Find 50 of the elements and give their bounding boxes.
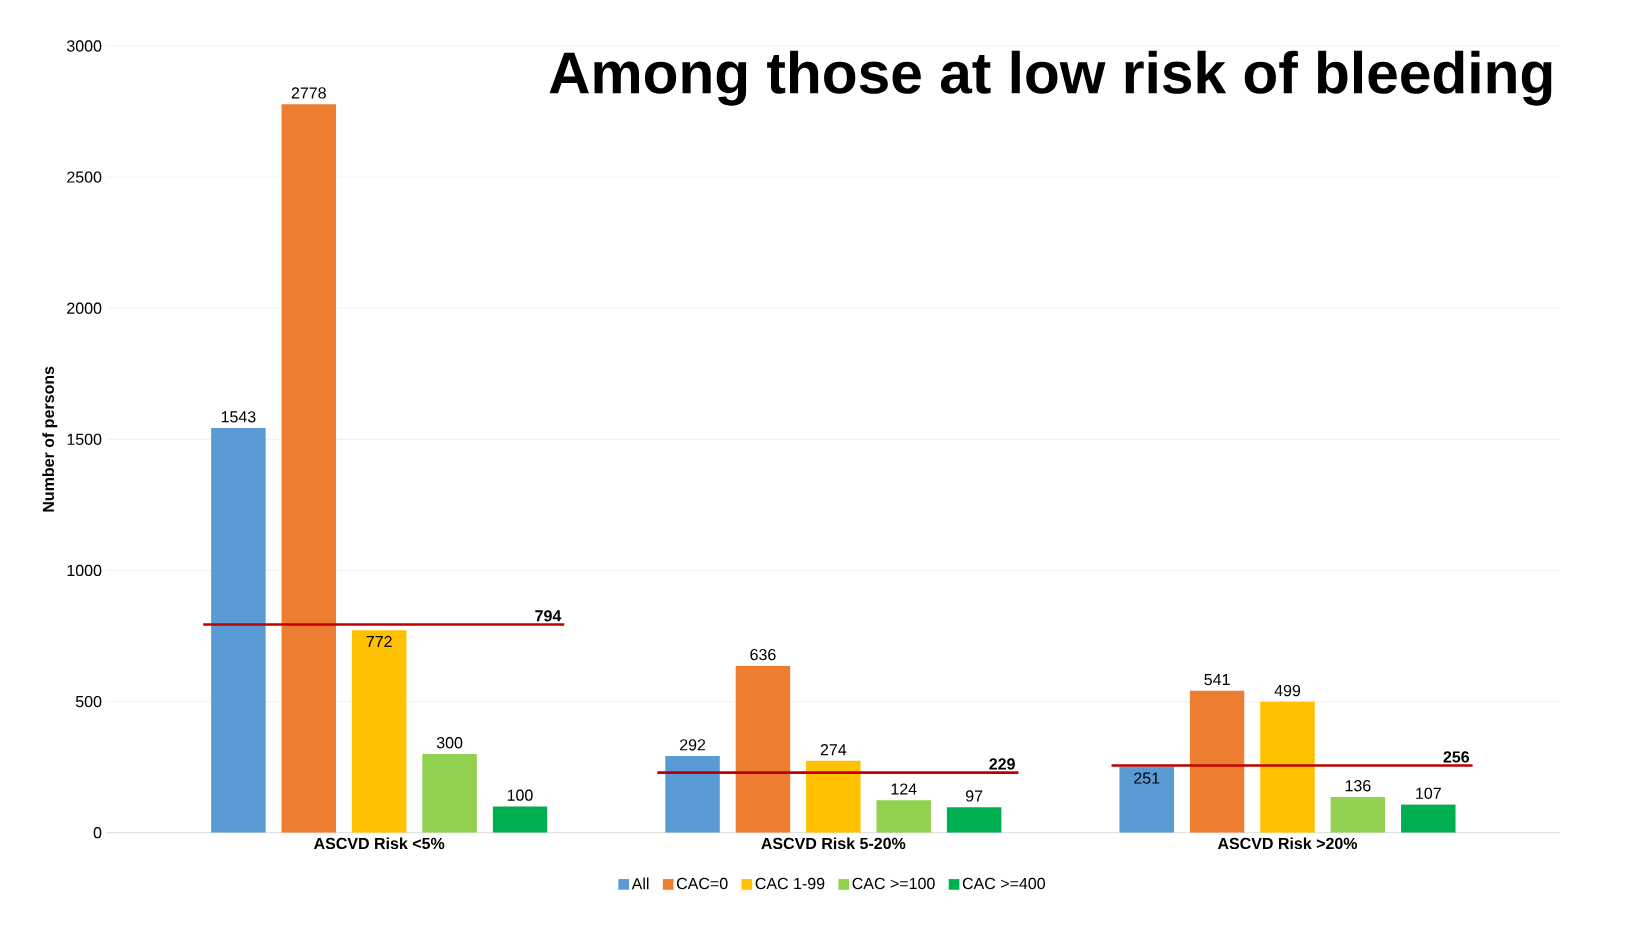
- legend-label: CAC 1-99: [755, 877, 825, 890]
- data-label: 2778: [291, 87, 326, 99]
- y-tick-label: 1500: [67, 433, 102, 445]
- x-tick-label: ASCVD Risk >20%: [1217, 837, 1358, 850]
- data-label: 1543: [221, 411, 256, 423]
- legend-label: CAC >=400: [962, 877, 1045, 890]
- bar: [1260, 701, 1315, 833]
- x-tick-label: ASCVD Risk <5%: [313, 837, 445, 850]
- ref-line-label: 256: [1443, 751, 1470, 763]
- data-label: 251: [1134, 772, 1160, 784]
- data-label: 136: [1345, 780, 1371, 792]
- data-label: 274: [820, 744, 847, 756]
- data-label: 772: [366, 635, 392, 647]
- data-label: 300: [436, 737, 463, 749]
- data-label: 124: [891, 783, 917, 795]
- y-tick-label: 3000: [66, 40, 102, 52]
- data-label: 541: [1204, 674, 1230, 686]
- bar: [1189, 690, 1245, 833]
- x-tick-label: ASCVD Risk 5-20%: [761, 837, 906, 850]
- y-tick-label: 1000: [67, 564, 102, 577]
- bar: [1119, 766, 1174, 833]
- bar: [806, 760, 861, 833]
- data-label: 97: [965, 790, 983, 802]
- bar: [492, 806, 548, 833]
- ref-line-label: 794: [535, 610, 562, 622]
- ref-line-label: 229: [989, 758, 1015, 770]
- bar: [946, 807, 1002, 833]
- bar: [876, 800, 931, 833]
- legend-label: CAC=0: [676, 877, 728, 890]
- bar: [665, 756, 720, 833]
- legend-label: All: [631, 877, 649, 890]
- data-label: 100: [507, 789, 533, 801]
- y-tick-label: 0: [93, 827, 102, 839]
- data-label: 292: [680, 739, 706, 751]
- bar: [211, 428, 266, 833]
- bar: [422, 754, 477, 833]
- bar: [1330, 797, 1386, 833]
- bar: [351, 630, 407, 833]
- y-tick-label: 2000: [67, 302, 102, 314]
- y-axis-title: Number of persons: [42, 366, 58, 512]
- data-label: 107: [1416, 787, 1441, 799]
- bar: [735, 665, 791, 833]
- y-tick-label: 2500: [67, 171, 102, 183]
- data-label: 499: [1274, 684, 1301, 697]
- legend-label: CAC >=100: [852, 877, 935, 890]
- data-label: 636: [750, 648, 776, 661]
- bar: [281, 104, 337, 833]
- bar: [1401, 804, 1456, 833]
- chart-title: Among those at low risk of bleeding: [549, 50, 1552, 106]
- y-tick-label: 500: [75, 695, 102, 708]
